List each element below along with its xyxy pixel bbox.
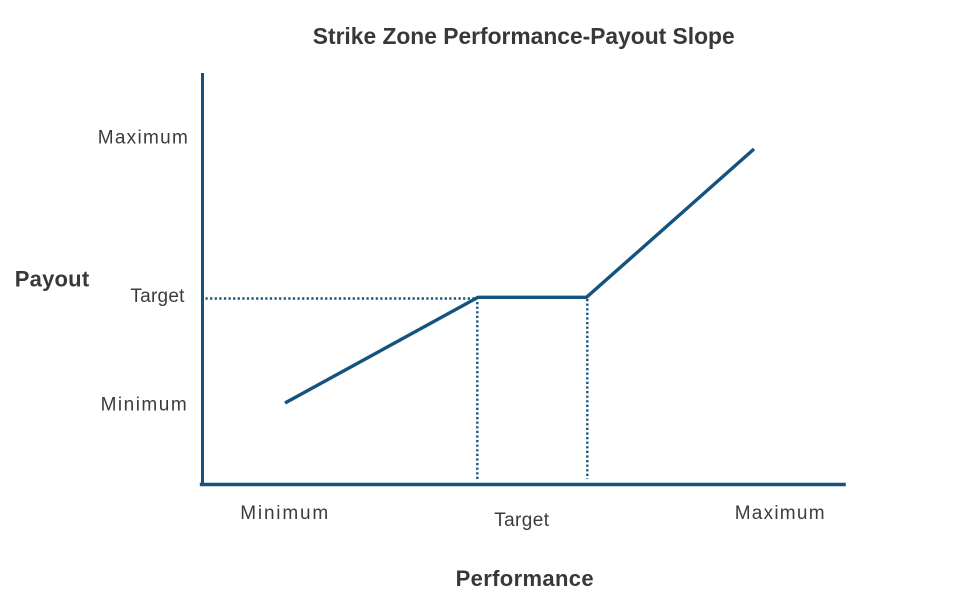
svg-text:Target: Target — [494, 510, 550, 531]
svg-text:Performance: Performance — [456, 566, 594, 591]
svg-text:Target: Target — [130, 286, 185, 307]
svg-text:Minimum: Minimum — [240, 503, 330, 524]
svg-text:Minimum: Minimum — [101, 394, 189, 415]
svg-text:Maximum: Maximum — [98, 128, 189, 149]
svg-text:Payout: Payout — [15, 267, 90, 292]
svg-text:Strike Zone Performance-Payout: Strike Zone Performance-Payout Slope — [313, 23, 735, 49]
svg-text:Maximum: Maximum — [735, 503, 826, 524]
